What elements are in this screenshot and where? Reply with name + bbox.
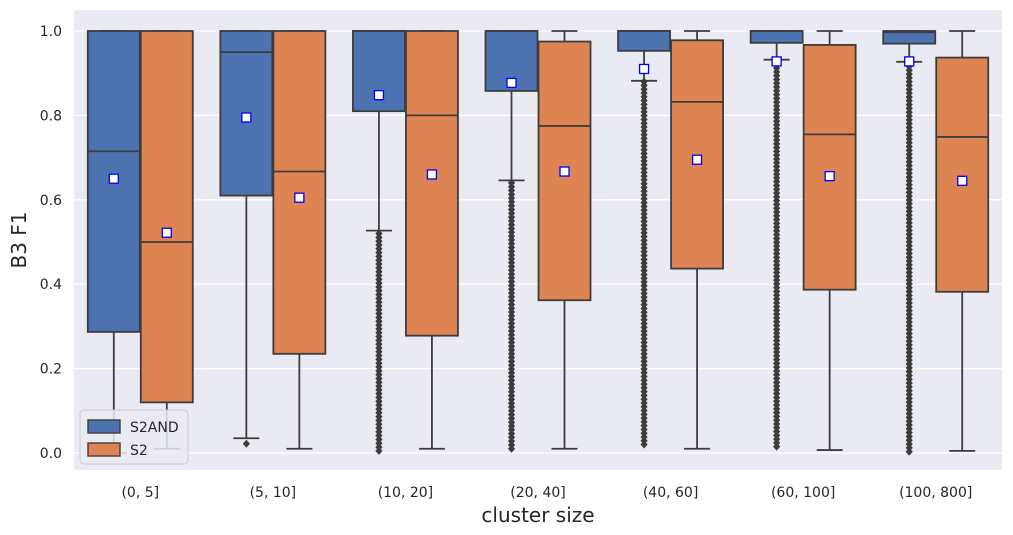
y-tick-label: 1.0 xyxy=(40,24,62,40)
box-s2-3 xyxy=(537,30,592,450)
box-s2and-4 xyxy=(617,30,671,449)
legend-swatch-s2 xyxy=(87,442,121,457)
box-body xyxy=(935,56,990,293)
box-s2-4 xyxy=(670,30,724,450)
box-s2-6 xyxy=(935,30,990,452)
box-body xyxy=(405,30,459,337)
legend-swatch-s2and xyxy=(87,419,121,434)
mean-marker xyxy=(771,56,782,67)
outlier-point xyxy=(640,77,648,86)
mean-marker xyxy=(108,173,119,184)
mean-marker xyxy=(241,112,252,123)
mean-marker xyxy=(373,89,385,101)
y-axis-label: B3 F1 xyxy=(7,211,31,268)
box-body xyxy=(882,30,937,45)
box-layer xyxy=(86,30,990,456)
y-tick-label: 0.0 xyxy=(40,446,62,462)
mean-marker xyxy=(559,166,570,177)
mean-marker xyxy=(161,227,172,238)
x-tick-label: (10, 20] xyxy=(378,485,433,501)
legend-label-s2and: S2AND xyxy=(130,420,179,436)
tick-layer: 0.0 0.2 0.4 0.6 0.8 1.0 (0, 5] (5, 10] (10, 20] (… xyxy=(40,24,973,501)
mean-marker xyxy=(294,192,305,203)
box-s2and-0 xyxy=(86,30,141,454)
box-s2and-1 xyxy=(219,30,274,448)
box-body xyxy=(749,30,804,44)
box-body xyxy=(139,30,194,404)
x-tick-label: (20, 40] xyxy=(510,485,565,501)
outlier-point xyxy=(375,229,383,238)
box-body xyxy=(272,30,327,355)
mean-marker xyxy=(638,63,650,75)
box-s2-0 xyxy=(139,30,194,450)
x-tick-label: (40, 60] xyxy=(643,485,698,501)
mean-marker xyxy=(691,154,703,165)
box-s2and-5 xyxy=(749,30,804,451)
x-axis-label: cluster size xyxy=(481,503,594,527)
box-body xyxy=(670,39,724,270)
legend: S2AND S2 xyxy=(79,409,189,465)
box-s2-5 xyxy=(802,30,857,451)
mean-marker xyxy=(506,77,517,89)
y-tick-label: 0.4 xyxy=(40,277,62,293)
y-tick-label: 0.2 xyxy=(40,362,62,378)
x-tick-label: (100, 800] xyxy=(899,485,972,501)
y-tick-label: 0.8 xyxy=(40,108,62,124)
box-s2and-2 xyxy=(352,30,406,455)
x-tick-label: (60, 100] xyxy=(771,485,835,501)
box-s2and-3 xyxy=(484,30,539,453)
outlier-point xyxy=(507,178,516,187)
outlier-point xyxy=(242,439,250,448)
x-tick-label: (0, 5] xyxy=(121,485,159,501)
box-s2-2 xyxy=(405,30,459,450)
mean-marker xyxy=(824,171,835,182)
box-s2and-6 xyxy=(882,30,937,456)
mean-marker xyxy=(957,175,968,186)
legend-label-s2: S2 xyxy=(130,443,148,459)
y-tick-label: 0.6 xyxy=(40,193,62,209)
box-s2-1 xyxy=(272,30,327,450)
box-body xyxy=(802,44,857,291)
box-body xyxy=(617,30,671,52)
mean-marker xyxy=(426,169,438,180)
mean-marker xyxy=(904,56,915,67)
x-tick-label: (5, 10] xyxy=(250,485,297,501)
